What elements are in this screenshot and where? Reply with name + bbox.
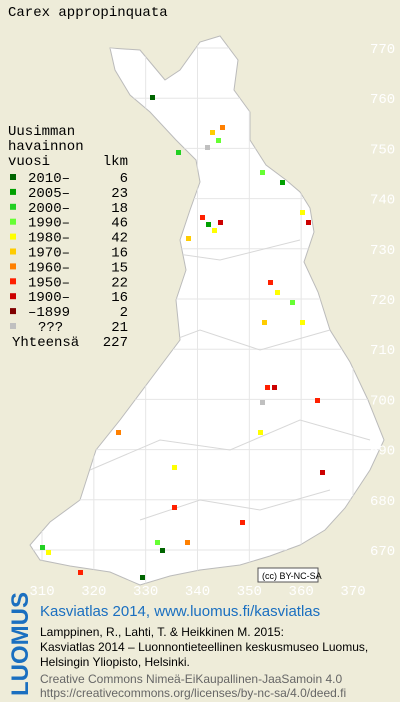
x-label: 310: [29, 584, 54, 600]
headline: Kasviatlas 2014, www.luomus.fi/kasviatla…: [40, 603, 320, 620]
x-label: 340: [185, 584, 210, 600]
legend-count: 21: [111, 320, 128, 336]
legend-count: 23: [111, 186, 128, 202]
y-label: 690: [370, 444, 395, 460]
legend-count: 16: [111, 246, 128, 262]
legend-count: 15: [111, 260, 128, 276]
citation-line: Helsingin Yliopisto, Helsinki.: [40, 655, 190, 669]
legend-count: 18: [111, 201, 128, 217]
observations: [40, 95, 325, 580]
legend-label: 1960–: [28, 260, 70, 276]
legend-count: 16: [111, 290, 128, 306]
legend-swatch: [10, 188, 16, 195]
legend-label: 2010–: [28, 171, 70, 187]
total-label: Yhteensä: [12, 335, 79, 351]
x-label: 350: [237, 584, 262, 600]
footer: Lamppinen, R., Lahti, T. & Heikkinen M. …: [40, 625, 368, 700]
legend-swatch: [10, 278, 16, 285]
license-line: Creative Commons Nimeä-EiKaupallinen-Jaa…: [40, 672, 342, 686]
license-badge-text: (cc) BY-NC-SA: [262, 571, 322, 581]
y-label: 730: [370, 243, 395, 259]
y-label: 760: [370, 92, 395, 108]
x-label: 370: [340, 584, 365, 600]
legend-swatch: [10, 174, 16, 180]
x-label: 360: [289, 584, 314, 600]
legend-count: 2: [120, 305, 128, 321]
legend-swatch: [10, 203, 16, 210]
citation-line: Kasviatlas 2014 – Luonnontieteellinen ke…: [40, 640, 368, 654]
legend-label: –1899: [28, 305, 70, 321]
legend-header: havainnon: [8, 139, 84, 155]
legend-label: 1970–: [28, 246, 70, 262]
y-label: 720: [370, 293, 395, 309]
x-label: 330: [133, 584, 158, 600]
y-label: 700: [370, 393, 395, 409]
legend-label: 1950–: [28, 275, 70, 291]
legend-label: 2000–: [28, 201, 70, 217]
legend-label: ???: [38, 320, 63, 336]
y-label: 770: [370, 42, 395, 58]
legend-count: 46: [111, 216, 128, 232]
legend-count: 22: [111, 275, 128, 291]
legend-count: 42: [111, 231, 128, 247]
x-label: 320: [81, 584, 106, 600]
y-label: 710: [370, 343, 395, 359]
country-shape: [29, 35, 385, 586]
legend-label: 2005–: [28, 186, 70, 202]
total-count: 227: [103, 335, 128, 351]
legend-label: 1990–: [28, 216, 70, 232]
y-label: 680: [370, 494, 395, 510]
map-title: Carex appropinquata: [8, 5, 168, 21]
y-label: 750: [370, 142, 395, 158]
license-badge: [257, 567, 319, 583]
legend-count-header: lkm: [103, 154, 128, 170]
legend-swatch: [10, 308, 16, 315]
legend-header: vuosi: [8, 154, 50, 170]
legend-swatch: [10, 218, 16, 225]
grid-labels: 310 320 330 340 350 360 370 770 760 750 740 730 720 7…: [29, 42, 395, 600]
logo: LUOMUS: [7, 592, 34, 696]
legend-swatch: [10, 263, 16, 270]
legend-swatch: [10, 293, 16, 300]
legend-swatch: [10, 233, 16, 240]
legend-header: Uusimman: [8, 124, 75, 140]
legend-swatch: [10, 248, 16, 255]
legend-label: 1900–: [28, 290, 70, 306]
legend-count: 6: [120, 171, 128, 187]
legend-swatch: [10, 323, 16, 329]
legend-label: 1980–: [28, 231, 70, 247]
license-line: https://creativecommons.org/licenses/by-…: [40, 686, 346, 700]
y-label: 740: [370, 193, 395, 209]
y-label: 670: [370, 544, 395, 560]
citation-line: Lamppinen, R., Lahti, T. & Heikkinen M. …: [40, 625, 284, 639]
